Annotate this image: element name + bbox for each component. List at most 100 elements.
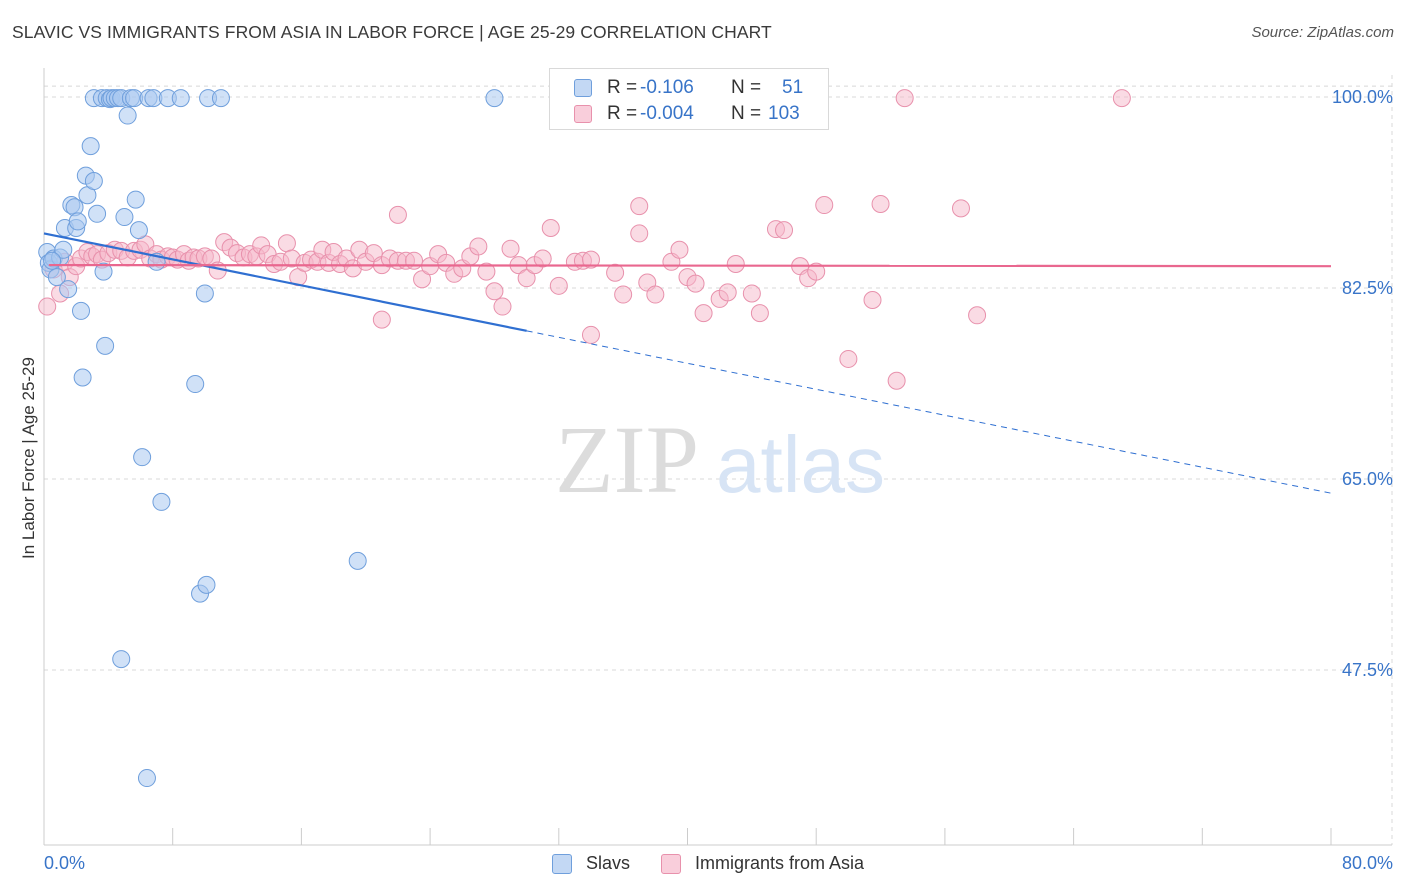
slavs-point bbox=[211, 89, 230, 108]
asia-point bbox=[630, 224, 649, 243]
legend-label: Slavs bbox=[586, 853, 631, 873]
asia-point bbox=[968, 306, 987, 325]
asia-point bbox=[501, 239, 520, 258]
asia-point bbox=[469, 237, 488, 256]
slavs-swatch bbox=[574, 79, 592, 97]
slavs-point bbox=[73, 368, 92, 387]
slavs-point bbox=[195, 284, 214, 303]
slavs-point bbox=[115, 208, 134, 227]
n-label: N = bbox=[731, 103, 762, 124]
y-tick-label: 47.5% bbox=[1342, 660, 1393, 680]
asia-trend-line bbox=[48, 263, 1332, 268]
asia-point bbox=[839, 349, 858, 368]
n-label: N = bbox=[731, 77, 762, 98]
slavs-point bbox=[152, 492, 171, 511]
slavs-point bbox=[47, 268, 66, 287]
asia-point bbox=[405, 251, 424, 270]
asia-series bbox=[38, 89, 1131, 390]
slavs-trend-projection bbox=[526, 330, 1332, 494]
x-tick-label: 0.0% bbox=[44, 853, 85, 873]
y-tick-label: 65.0% bbox=[1342, 469, 1393, 489]
asia-point bbox=[38, 297, 57, 316]
asia-point bbox=[581, 250, 600, 269]
slavs-point bbox=[94, 262, 113, 281]
slavs-point bbox=[72, 301, 91, 320]
y-tick-label: 100.0% bbox=[1332, 87, 1393, 107]
slavs-trend-line bbox=[43, 232, 527, 332]
slavs-point bbox=[54, 240, 73, 259]
asia-point bbox=[742, 284, 761, 303]
asia-point bbox=[541, 218, 560, 237]
asia-point bbox=[493, 297, 512, 316]
asia-point bbox=[485, 282, 504, 301]
slavs-point bbox=[43, 251, 62, 270]
legend-row-slavs: R = -0.106 N = 51 bbox=[550, 75, 830, 101]
slavs-point bbox=[186, 375, 205, 394]
correlation-legend: R = -0.106 N = 51 R = -0.004 N = 103 bbox=[549, 68, 829, 130]
asia-point bbox=[533, 249, 552, 268]
slavs-point bbox=[112, 650, 131, 669]
slavs-point bbox=[171, 89, 190, 108]
asia-point bbox=[726, 254, 745, 273]
source-label: Source: ZipAtlas.com bbox=[1251, 24, 1394, 41]
asia-point bbox=[477, 262, 496, 281]
asia-point bbox=[581, 325, 600, 344]
slavs-point bbox=[118, 106, 137, 125]
asia-point bbox=[775, 221, 794, 240]
axes bbox=[43, 68, 1392, 846]
chart-title: SLAVIC VS IMMIGRANTS FROM ASIA IN LABOR … bbox=[12, 22, 772, 42]
asia-point bbox=[630, 197, 649, 216]
watermark-zip: ZIP bbox=[555, 406, 699, 513]
asia-point bbox=[606, 263, 625, 282]
asia-point bbox=[750, 304, 769, 323]
slavs-point bbox=[68, 212, 87, 231]
asia-swatch bbox=[661, 854, 681, 874]
slavs-point bbox=[137, 769, 156, 788]
asia-swatch bbox=[574, 105, 592, 123]
n-value: 51 bbox=[782, 77, 804, 98]
slavs-point bbox=[485, 89, 504, 108]
slavs-point bbox=[84, 172, 103, 191]
legend-row-asia: R = -0.004 N = 103 bbox=[550, 101, 830, 127]
slavs-point bbox=[59, 280, 78, 299]
r-value: -0.106 bbox=[640, 77, 694, 98]
series-legend: Slavs Immigrants from Asia bbox=[0, 852, 1406, 878]
slavs-point bbox=[126, 190, 145, 209]
asia-point bbox=[646, 285, 665, 304]
asia-point bbox=[372, 310, 391, 329]
legend-label: Immigrants from Asia bbox=[695, 853, 865, 873]
slavs-point bbox=[197, 575, 216, 594]
asia-point bbox=[517, 269, 536, 288]
asia-point bbox=[614, 285, 633, 304]
asia-point bbox=[887, 371, 906, 390]
asia-point bbox=[686, 274, 705, 293]
r-label: R = bbox=[607, 77, 638, 98]
tick-labels: 100.0% 82.5% 65.0% 47.5% 0.0% 80.0% bbox=[44, 87, 1393, 873]
r-value: -0.004 bbox=[640, 103, 694, 124]
asia-point bbox=[670, 240, 689, 259]
slavs-point bbox=[348, 551, 367, 570]
asia-point bbox=[694, 304, 713, 323]
asia-point bbox=[388, 205, 407, 224]
asia-point bbox=[871, 194, 890, 213]
watermark: ZIP atlas bbox=[555, 406, 885, 513]
n-value: 103 bbox=[768, 103, 800, 124]
asia-point bbox=[807, 262, 826, 281]
asia-point bbox=[951, 199, 970, 218]
asia-point bbox=[815, 196, 834, 215]
asia-point bbox=[718, 283, 737, 302]
slavs-point bbox=[88, 204, 107, 223]
x-tick-label: 80.0% bbox=[1342, 853, 1393, 873]
asia-point bbox=[1112, 89, 1131, 108]
slavs-series bbox=[38, 89, 504, 788]
asia-point bbox=[863, 291, 882, 310]
asia-point bbox=[277, 234, 296, 253]
slavs-point bbox=[129, 221, 148, 240]
slavs-point bbox=[96, 336, 115, 355]
slavs-swatch bbox=[552, 854, 572, 874]
watermark-atlas: atlas bbox=[716, 420, 885, 509]
asia-point bbox=[413, 270, 432, 289]
slavs-point bbox=[81, 137, 100, 156]
trend-lines bbox=[43, 232, 1332, 494]
